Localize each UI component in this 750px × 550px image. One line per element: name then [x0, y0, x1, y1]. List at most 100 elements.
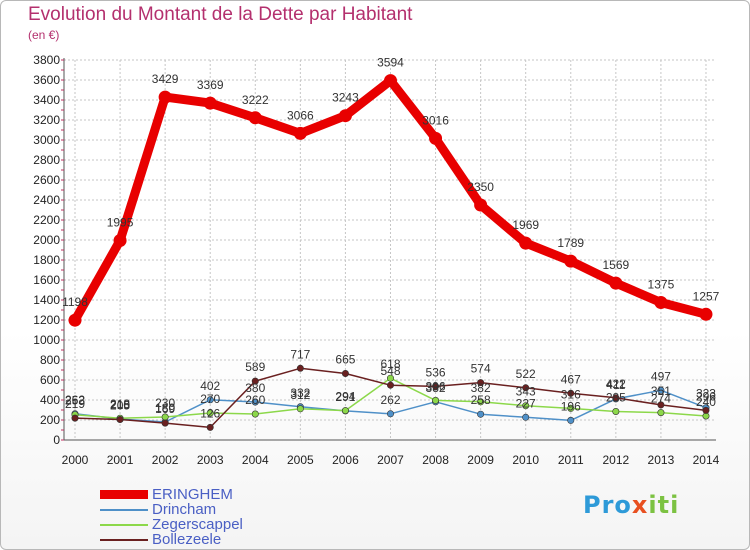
- y-tick-label: 1800: [33, 253, 60, 267]
- data-label-eringhem: 3429: [152, 72, 179, 86]
- data-point-eringhem: [519, 236, 533, 250]
- legend-swatch-eringhem: [100, 490, 148, 499]
- brand-suffix: iti: [648, 491, 680, 519]
- data-point-bollezeele: [296, 364, 304, 372]
- data-point-zegerscappel: [386, 374, 394, 382]
- data-point-zegerscappel: [612, 407, 620, 415]
- legend-label-drincham: Drincham: [152, 501, 217, 518]
- y-tick-label: 800: [40, 353, 60, 367]
- data-label-bollezeele: 169: [155, 402, 175, 416]
- legend-swatch-bollezeele: [100, 539, 148, 541]
- brand-x: x: [631, 491, 649, 519]
- data-label-zegerscappel: 230: [155, 396, 175, 410]
- y-tick-label: 2600: [33, 173, 60, 187]
- data-label-eringhem: 1995: [107, 216, 134, 230]
- y-tick-label: 2200: [33, 213, 60, 227]
- data-label-eringhem: 1569: [602, 258, 629, 272]
- x-tick-label: 2010: [512, 453, 539, 467]
- data-point-eringhem: [113, 234, 127, 247]
- data-label-bollezeele: 522: [516, 367, 536, 381]
- data-label-zegerscappel: 270: [200, 392, 220, 406]
- data-label-zegerscappel: 618: [380, 357, 400, 371]
- x-tick-label: 2002: [152, 453, 179, 467]
- x-tick-label: 2008: [422, 453, 449, 467]
- data-label-eringhem: 3369: [197, 78, 224, 92]
- data-label-bollezeele: 351: [651, 384, 671, 398]
- data-point-zegerscappel: [657, 409, 665, 417]
- data-label-bollezeele: 219: [65, 397, 85, 411]
- data-label-bollezeele: 589: [245, 360, 265, 374]
- data-label-zegerscappel: 240: [696, 395, 716, 409]
- data-point-eringhem: [474, 198, 488, 212]
- data-label-drincham: 323: [696, 387, 716, 401]
- data-point-zegerscappel: [296, 405, 304, 413]
- data-label-drincham: 180: [155, 401, 175, 415]
- data-label-drincham: 262: [380, 393, 400, 407]
- brand-prefix: Pro: [583, 491, 632, 519]
- legend-label-bollezeele: Bollezeele: [152, 531, 222, 548]
- data-label-bollezeele: 126: [200, 406, 220, 420]
- y-tick-label: 1200: [33, 313, 60, 327]
- data-label-bollezeele: 548: [380, 364, 400, 378]
- y-tick-label: 2800: [33, 153, 60, 167]
- data-label-eringhem: 1198: [62, 295, 88, 309]
- x-tick-label: 2009: [467, 453, 494, 467]
- data-point-eringhem: [338, 109, 352, 123]
- data-point-drincham: [251, 398, 259, 406]
- data-point-eringhem: [429, 131, 443, 145]
- y-tick-label: 3000: [33, 133, 60, 147]
- data-label-drincham: 332: [290, 386, 310, 400]
- data-label-drincham: 262: [65, 393, 85, 407]
- y-tick-label: 2400: [33, 193, 60, 207]
- data-point-drincham: [206, 396, 214, 404]
- data-point-zegerscappel: [341, 407, 349, 415]
- y-tick-label: 400: [40, 393, 60, 407]
- data-label-bollezeele: 536: [426, 365, 446, 379]
- x-tick-label: 2000: [62, 453, 89, 467]
- x-tick-label: 2014: [693, 453, 720, 467]
- data-point-eringhem: [609, 276, 623, 290]
- legend-swatch-drincham: [100, 509, 148, 511]
- data-point-bollezeele: [702, 406, 710, 414]
- data-point-eringhem: [158, 90, 172, 104]
- data-label-drincham: 227: [516, 396, 536, 410]
- data-point-bollezeele: [161, 419, 169, 427]
- data-label-zegerscappel: 285: [606, 391, 626, 405]
- data-point-drincham: [386, 410, 394, 418]
- data-label-drincham: 380: [245, 381, 265, 395]
- chart-title: Evolution du Montant de la Dette par Hab…: [28, 4, 413, 25]
- y-tick-label: 3400: [33, 93, 60, 107]
- data-label-bollezeele: 717: [290, 347, 310, 361]
- data-label-drincham: 497: [651, 369, 671, 383]
- data-label-zegerscappel: 294: [335, 390, 355, 404]
- data-point-zegerscappel: [432, 396, 440, 404]
- data-point-eringhem: [68, 313, 82, 327]
- data-label-drincham: 196: [561, 399, 581, 413]
- data-point-drincham: [567, 416, 575, 424]
- data-label-eringhem: 1969: [512, 218, 539, 232]
- data-point-eringhem: [654, 296, 668, 309]
- y-tick-label: 2000: [33, 233, 60, 247]
- x-tick-label: 2011: [558, 453, 584, 467]
- data-point-bollezeele: [206, 423, 214, 431]
- data-label-eringhem: 3016: [422, 113, 449, 127]
- y-tick-label: 3200: [33, 113, 60, 127]
- legend-label-zegerscappel: Zegerscappel: [152, 516, 243, 533]
- y-tick-label: 3800: [33, 53, 60, 67]
- x-tick-label: 2005: [287, 453, 314, 467]
- data-point-drincham: [477, 410, 485, 418]
- data-label-zegerscappel: 396: [426, 379, 446, 393]
- data-point-drincham: [657, 386, 665, 394]
- data-point-eringhem: [293, 126, 307, 140]
- data-label-eringhem: 1789: [557, 236, 584, 250]
- x-tick-label: 2003: [197, 453, 224, 467]
- legend-swatch-zegerscappel: [100, 524, 148, 526]
- data-label-zegerscappel: 260: [245, 393, 265, 407]
- proxiti-logo: Proxiti: [583, 491, 679, 519]
- x-tick-label: 2013: [648, 453, 675, 467]
- y-tick-label: 0: [53, 433, 60, 447]
- x-tick-label: 2001: [107, 453, 134, 467]
- y-tick-label: 1600: [33, 273, 60, 287]
- data-label-bollezeele: 296: [696, 389, 716, 403]
